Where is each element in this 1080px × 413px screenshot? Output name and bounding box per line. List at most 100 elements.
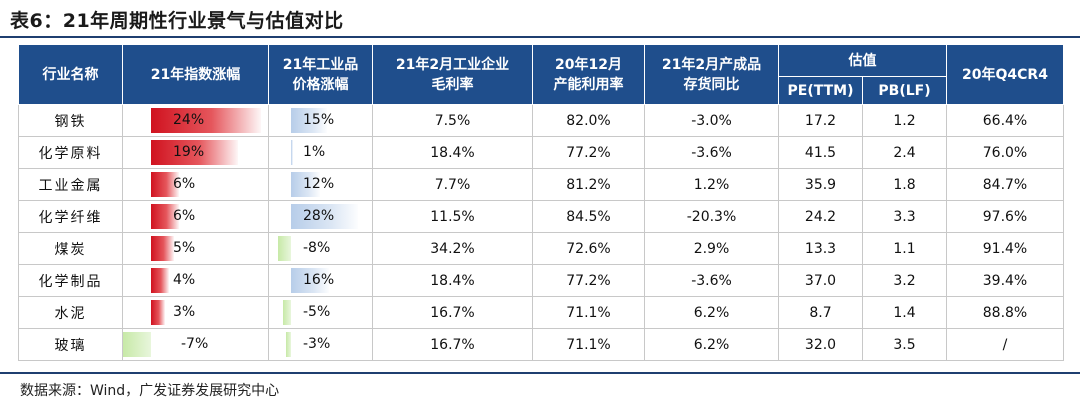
index-change-bar: [123, 332, 151, 357]
price-change-bar: [291, 268, 330, 293]
index-change-cell: 6%: [122, 200, 269, 233]
index-change-bar: [151, 300, 165, 325]
index-change-value: 6%: [173, 176, 196, 192]
pb-lf: 3.3: [862, 200, 947, 233]
header-cr4: 20年Q4CR4: [946, 44, 1064, 105]
capacity-utilization: 77.2%: [532, 136, 645, 169]
header-gross-margin: 21年2月工业企业 毛利率: [372, 44, 533, 105]
cr4: 66.4%: [946, 104, 1064, 137]
index-change-cell: 24%: [122, 104, 269, 137]
cr4: 39.4%: [946, 264, 1064, 297]
capacity-utilization: 81.2%: [532, 168, 645, 201]
index-change-bar: [151, 236, 174, 261]
price-change-cell: -8%: [268, 232, 373, 265]
capacity-utilization: 82.0%: [532, 104, 645, 137]
capacity-utilization: 71.1%: [532, 296, 645, 329]
pe-ttm: 8.7: [778, 296, 863, 329]
price-change-value: 16%: [303, 272, 335, 288]
table-row: 玻璃 -7% -3% 16.7% 71.1% 6.2% 32.0 3.5/: [18, 328, 1064, 361]
capacity-utilization: 84.5%: [532, 200, 645, 233]
price-change-cell: -5%: [268, 296, 373, 329]
index-change-value: -7%: [181, 336, 209, 352]
price-change-bar: [291, 204, 359, 229]
header-inventory-yoy: 21年2月产成品 存货同比: [644, 44, 779, 105]
gross-margin: 11.5%: [372, 200, 533, 233]
inventory-yoy: -20.3%: [644, 200, 779, 233]
price-change-value: -8%: [303, 240, 331, 256]
pb-lf: 1.2: [862, 104, 947, 137]
index-change-value: 6%: [173, 208, 196, 224]
pb-lf: 1.4: [862, 296, 947, 329]
pb-lf: 2.4: [862, 136, 947, 169]
index-change-value: 24%: [173, 112, 205, 128]
footer-divider: [0, 372, 1080, 374]
index-change-cell: 6%: [122, 168, 269, 201]
cr4: 84.7%: [946, 168, 1064, 201]
price-change-value: -3%: [303, 336, 331, 352]
index-change-cell: 3%: [122, 296, 269, 329]
index-change-cell: -7%: [122, 328, 269, 361]
gross-margin: 16.7%: [372, 296, 533, 329]
table-row: 水泥 3% -5% 16.7% 71.1% 6.2% 8.7 1.4 88.8%: [18, 296, 1064, 329]
gross-margin: 18.4%: [372, 264, 533, 297]
price-change-cell: 1%: [268, 136, 373, 169]
inventory-yoy: -3.6%: [644, 264, 779, 297]
header-pb: PB(LF): [862, 76, 947, 105]
industry-name: 工业金属: [18, 168, 123, 201]
inventory-yoy: 6.2%: [644, 296, 779, 329]
pe-ttm: 24.2: [778, 200, 863, 233]
index-change-bar: [151, 140, 239, 165]
pe-ttm: 17.2: [778, 104, 863, 137]
index-change-bar: [151, 204, 179, 229]
header-industry: 行业名称: [18, 44, 123, 105]
title-divider: [0, 36, 1080, 38]
table-row: 钢铁 24% 15% 7.5% 82.0% -3.0% 17.2 1.2 66.4%: [18, 104, 1064, 137]
header-price-change: 21年工业品 价格涨幅: [268, 44, 373, 105]
inventory-yoy: -3.6%: [644, 136, 779, 169]
table-row: 化学制品 4% 16% 18.4% 77.2% -3.6% 37.0 3.2 39.4%: [18, 264, 1064, 297]
header-index-change: 21年指数涨幅: [122, 44, 269, 105]
pe-ttm: 37.0: [778, 264, 863, 297]
price-change-value: -5%: [303, 304, 331, 320]
gross-margin: 34.2%: [372, 232, 533, 265]
cr4: 91.4%: [946, 232, 1064, 265]
gross-margin: 16.7%: [372, 328, 533, 361]
table-row: 煤炭 5% -8% 34.2% 72.6% 2.9% 13.3 1.1 91.4%: [18, 232, 1064, 265]
price-change-cell: 12%: [268, 168, 373, 201]
index-change-bar: [151, 268, 170, 293]
price-change-value: 1%: [303, 144, 326, 160]
price-change-bar: [291, 140, 294, 165]
pe-ttm: 13.3: [778, 232, 863, 265]
price-change-cell: -3%: [268, 328, 373, 361]
pe-ttm: 32.0: [778, 328, 863, 361]
pb-lf: 3.5: [862, 328, 947, 361]
price-change-bar: [286, 332, 291, 357]
index-change-cell: 19%: [122, 136, 269, 169]
header-capacity-utilization: 20年12月 产能利用率: [532, 44, 645, 105]
index-change-value: 3%: [173, 304, 196, 320]
table-row: 化学纤维 6% 28% 11.5% 84.5% -20.3% 24.2 3.3 97.6%: [18, 200, 1064, 233]
price-change-bar: [291, 172, 320, 197]
header-valuation: 估值: [778, 44, 947, 77]
gross-margin: 7.7%: [372, 168, 533, 201]
cr4: 88.8%: [946, 296, 1064, 329]
index-change-value: 19%: [173, 144, 205, 160]
index-change-value: 5%: [173, 240, 196, 256]
pb-lf: 1.1: [862, 232, 947, 265]
price-change-cell: 16%: [268, 264, 373, 297]
capacity-utilization: 72.6%: [532, 232, 645, 265]
index-change-bar: [151, 172, 179, 197]
header-pe: PE(TTM): [778, 76, 863, 105]
table-row: 工业金属 6% 12% 7.7% 81.2% 1.2% 35.9 1.8 84.7%: [18, 168, 1064, 201]
inventory-yoy: 1.2%: [644, 168, 779, 201]
price-change-bar: [291, 108, 327, 133]
capacity-utilization: 77.2%: [532, 264, 645, 297]
price-change-cell: 28%: [268, 200, 373, 233]
pe-ttm: 41.5: [778, 136, 863, 169]
index-change-cell: 4%: [122, 264, 269, 297]
industry-name: 化学原料: [18, 136, 123, 169]
valuation-table: 行业名称 21年指数涨幅 21年工业品 价格涨幅 21年2月工业企业 毛利率 20年…: [18, 44, 1064, 361]
industry-name: 化学纤维: [18, 200, 123, 233]
gross-margin: 7.5%: [372, 104, 533, 137]
capacity-utilization: 71.1%: [532, 328, 645, 361]
